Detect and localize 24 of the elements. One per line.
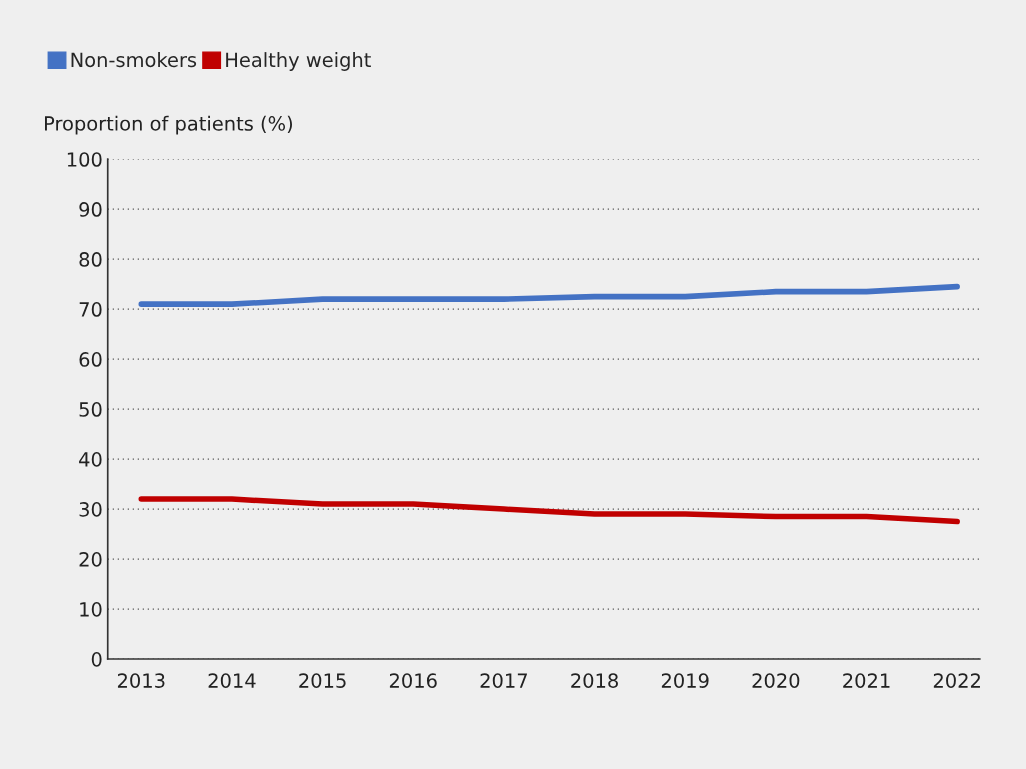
y-axis-title: Proportion of patients (%) <box>45 115 292 135</box>
y-tick-label: 60 <box>79 352 102 367</box>
y-tick-label: 100 <box>67 152 102 167</box>
y-tick-label: 80 <box>79 252 102 267</box>
x-tick-label: 2020 <box>752 673 800 688</box>
y-tick-label: 50 <box>79 402 102 417</box>
x-tick-label: 2019 <box>661 673 709 688</box>
y-tick-label: 20 <box>79 552 102 567</box>
x-tick-label: 2017 <box>480 673 527 688</box>
x-tick-label: 2022 <box>933 673 980 688</box>
y-tick-label: 10 <box>80 602 102 617</box>
x-tick-label: 2015 <box>299 673 346 688</box>
x-tick-label: 2014 <box>208 673 256 688</box>
legend-label: Non-smokers <box>71 52 197 68</box>
y-tick-label: 30 <box>79 502 102 517</box>
legend-label: Healthy weight <box>226 52 371 71</box>
x-tick-label: 2016 <box>389 673 437 688</box>
y-tick-label: 40 <box>79 452 102 467</box>
x-tick-label: 2018 <box>571 673 618 688</box>
y-tick-label: 0 <box>91 651 102 667</box>
x-tick-label: 2013 <box>117 673 165 688</box>
y-tick-label: 70 <box>79 302 102 317</box>
x-tick-label: 2021 <box>843 673 890 688</box>
y-tick-label: 90 <box>79 202 102 217</box>
